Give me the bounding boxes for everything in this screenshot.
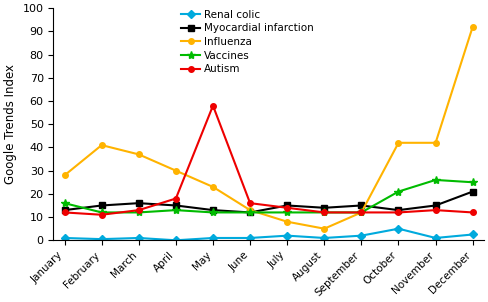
Myocardial infarction xyxy=(173,204,179,207)
Autism xyxy=(247,201,253,205)
Autism xyxy=(210,104,216,108)
Line: Influenza: Influenza xyxy=(62,24,475,231)
Vaccines xyxy=(210,210,216,214)
Myocardial infarction xyxy=(99,204,104,207)
Autism xyxy=(322,210,327,214)
Vaccines xyxy=(173,208,179,212)
Myocardial infarction xyxy=(470,190,476,193)
Autism xyxy=(285,206,290,210)
Vaccines xyxy=(99,210,104,214)
Autism xyxy=(136,208,142,212)
Line: Myocardial infarction: Myocardial infarction xyxy=(62,189,475,215)
Autism xyxy=(433,208,439,212)
Myocardial infarction xyxy=(61,208,67,212)
Influenza xyxy=(99,143,104,147)
Myocardial infarction xyxy=(433,204,439,207)
Influenza xyxy=(136,153,142,156)
Autism xyxy=(99,213,104,217)
Line: Renal colic: Renal colic xyxy=(62,226,475,243)
Influenza xyxy=(173,169,179,172)
Vaccines xyxy=(322,210,327,214)
Myocardial infarction xyxy=(247,210,253,214)
Myocardial infarction xyxy=(136,201,142,205)
Vaccines xyxy=(285,210,290,214)
Myocardial infarction xyxy=(285,204,290,207)
Influenza xyxy=(210,185,216,189)
Influenza xyxy=(285,220,290,223)
Renal colic xyxy=(396,227,402,230)
Renal colic xyxy=(322,236,327,240)
Influenza xyxy=(433,141,439,145)
Influenza xyxy=(61,173,67,177)
Y-axis label: Google Trends Index: Google Trends Index xyxy=(4,64,17,184)
Vaccines xyxy=(470,181,476,184)
Autism xyxy=(173,197,179,200)
Renal colic xyxy=(359,234,365,237)
Myocardial infarction xyxy=(359,204,365,207)
Vaccines xyxy=(396,190,402,193)
Legend: Renal colic, Myocardial infarction, Influenza, Vaccines, Autism: Renal colic, Myocardial infarction, Infl… xyxy=(181,9,315,76)
Influenza xyxy=(247,208,253,212)
Vaccines xyxy=(247,210,253,214)
Vaccines xyxy=(61,201,67,205)
Renal colic xyxy=(247,236,253,240)
Myocardial infarction xyxy=(396,208,402,212)
Myocardial infarction xyxy=(322,206,327,210)
Renal colic xyxy=(285,234,290,237)
Renal colic xyxy=(210,236,216,240)
Autism xyxy=(61,210,67,214)
Autism xyxy=(359,210,365,214)
Line: Vaccines: Vaccines xyxy=(61,176,477,217)
Autism xyxy=(396,210,402,214)
Influenza xyxy=(396,141,402,145)
Autism xyxy=(470,210,476,214)
Influenza xyxy=(470,25,476,29)
Vaccines xyxy=(433,178,439,182)
Renal colic xyxy=(61,236,67,240)
Renal colic xyxy=(99,237,104,241)
Renal colic xyxy=(470,233,476,236)
Renal colic xyxy=(136,236,142,240)
Myocardial infarction xyxy=(210,208,216,212)
Line: Autism: Autism xyxy=(62,103,475,217)
Renal colic xyxy=(173,239,179,242)
Vaccines xyxy=(359,210,365,214)
Renal colic xyxy=(433,236,439,240)
Influenza xyxy=(322,227,327,230)
Vaccines xyxy=(136,210,142,214)
Influenza xyxy=(359,210,365,214)
